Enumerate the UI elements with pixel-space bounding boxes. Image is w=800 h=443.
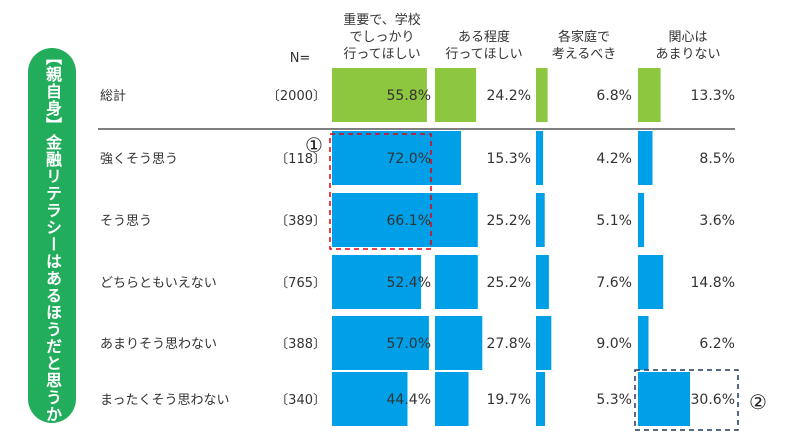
row-5-label: あまりそう思わない [100,337,217,352]
row-3-bar-c1 [332,193,445,247]
row-6-bar-c4 [638,372,690,426]
row-2-value-c1: 72.0% [387,151,431,167]
row-4-bar-c4 [638,255,664,309]
column-header-c1-line3: 行ってほしい [343,47,420,62]
row-3-bar-c4 [638,193,645,247]
row-2-bar-c2 [435,131,461,185]
row-5-bar-c3 [536,316,552,370]
row-1-label: 総計 [100,88,126,104]
row-1-value-c4: 13.3% [691,88,735,104]
side-category-text: 【親自身】金融リテラシーは あるほうだと思うか [28,48,76,423]
row-2-bar-c3 [536,131,544,185]
row-5-value-c3: 9.0% [596,336,632,352]
row-3-value-c4: 3.6% [699,213,735,229]
column-header-c2-line1: ある程度 [458,29,510,45]
row-5-value-c4: 6.2% [699,336,735,352]
row-4-value-c2: 25.2% [487,275,531,291]
row-1-bar-c4 [638,68,661,122]
row-4-bar-c1 [332,255,422,309]
column-header-c4-line1: 関心は [668,30,707,45]
side-label-line1: 【親自身】金融リテラシーは [43,48,62,270]
row-6-label: まったくそう思わない [100,393,229,408]
column-header-c1-line1: 重要で、学校 [343,12,420,28]
column-header-c3-line2: 考えるべき [552,47,617,62]
row-3-value-c2: 25.2% [487,213,531,229]
row-6-value-c4: 30.6% [691,392,735,408]
annotation-1-mark: ① [305,133,323,157]
row-6-n: 〔340〕 [275,393,326,408]
row-6-bar-c3 [536,372,545,426]
row-6-value-c3: 5.3% [596,392,632,408]
row-5-bar-c1 [332,316,429,370]
row-6-bar-c1 [332,372,408,426]
row-6-value-c1: 44.4% [387,392,431,408]
row-4-value-c1: 52.4% [387,275,431,291]
row-3-value-c1: 66.1% [387,213,431,229]
row-2-label: 強くそう思う [100,152,178,167]
column-header-c2-line2: 行ってほしい [445,47,522,62]
row-3-n: 〔389〕 [275,214,326,229]
row-2-value-c3: 4.2% [596,151,632,167]
annotation-2-mark: ② [749,390,767,414]
row-1-n: 〔2000〕 [267,89,326,104]
row-3-bar-c3 [536,193,545,247]
row-5-value-c2: 27.8% [487,336,531,352]
row-4-bar-c2 [435,255,478,309]
row-5-n: 〔388〕 [275,337,326,352]
row-4-value-c4: 14.8% [691,275,735,291]
row-2-bar-c1 [332,131,455,185]
row-5-bar-c4 [638,316,649,370]
side-category-label: 【親自身】金融リテラシーは あるほうだと思うか [28,48,76,423]
row-4-bar-c3 [536,255,549,309]
row-4-label: どちらともいえない [100,276,217,291]
row-1-value-c3: 6.8% [596,88,632,104]
column-header-c1-line2: でしっかり [349,30,414,45]
row-1-bar-c2 [435,68,477,122]
row-6-bar-c2 [435,372,469,426]
row-5-value-c1: 57.0% [387,336,431,352]
row-4-value-c3: 7.6% [596,275,632,291]
row-5-bar-c2 [435,316,483,370]
row-2-bar-c4 [638,131,653,185]
row-1-bar-c1 [332,68,427,122]
row-3-bar-c2 [435,193,478,247]
column-header-c4-line2: あまりない [655,47,720,62]
row-4-n: 〔765〕 [275,276,326,291]
row-2-value-c4: 8.5% [699,151,735,167]
side-label-line2: あるほうだと思うか [43,269,62,423]
column-header-c3-line1: 各家庭で [558,29,610,45]
row-2-value-c2: 15.3% [487,151,531,167]
row-2-n: 〔118〕 [275,152,326,167]
row-1-value-c1: 55.8% [387,88,431,104]
row-3-value-c3: 5.1% [596,213,632,229]
n-header: N= [290,51,311,66]
row-1-value-c2: 24.2% [487,88,531,104]
row-1-bar-c3 [536,68,548,122]
row-3-label: そう思う [100,214,152,229]
row-6-value-c2: 19.7% [487,392,531,408]
